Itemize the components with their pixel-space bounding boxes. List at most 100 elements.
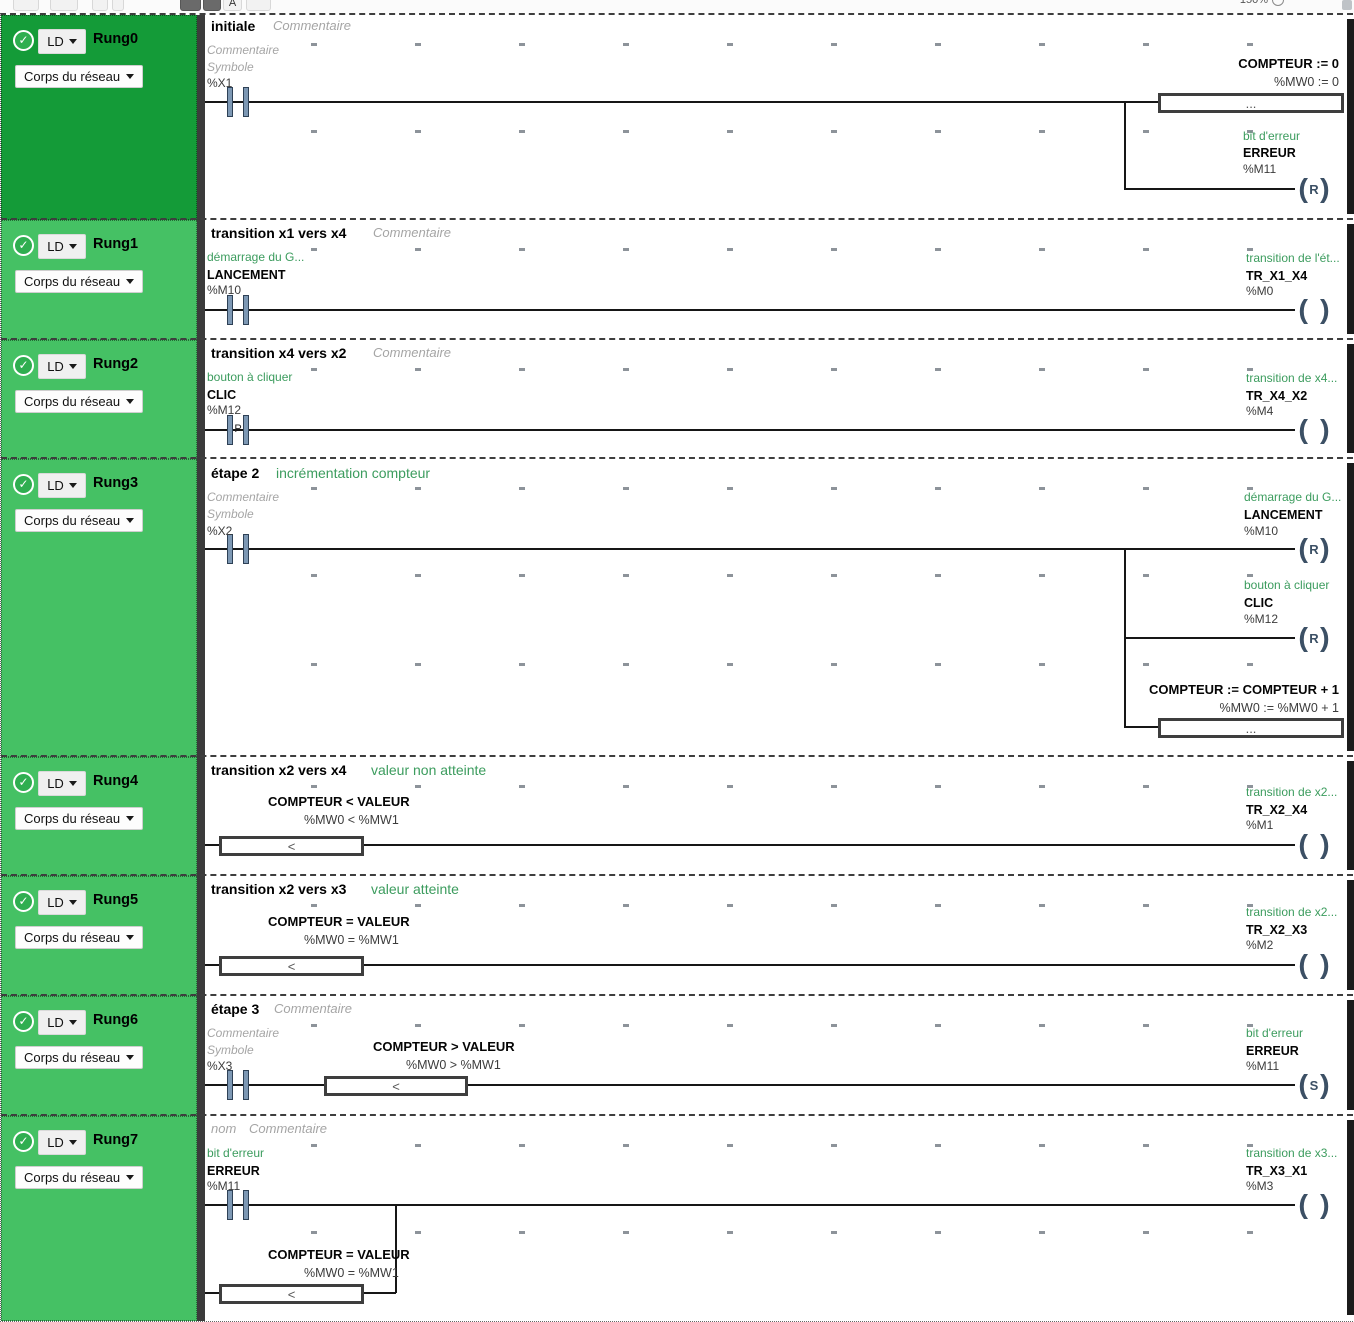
comparison-block[interactable]: < [324, 1076, 468, 1096]
coil[interactable]: () [1292, 293, 1336, 327]
grid-mark [519, 785, 525, 788]
network-body-dropdown[interactable]: Corps du réseau [15, 270, 143, 293]
network-body-dropdown[interactable]: Corps du réseau [15, 807, 143, 830]
rung-enabled-checkbox[interactable]: ✓ [13, 891, 34, 912]
contact-variant-label: P [234, 423, 242, 435]
operation-address-expression: %MW0 = %MW1 [304, 1266, 399, 1280]
grid-mark [727, 1144, 733, 1147]
language-dropdown[interactable]: LD [38, 473, 86, 498]
coil[interactable]: () [1292, 1188, 1336, 1222]
symbol-name: ERREUR [1246, 1044, 1299, 1058]
no-contact[interactable] [225, 87, 251, 117]
rising-edge-contact[interactable]: P [225, 415, 251, 445]
rung-header-panel[interactable]: ✓ LD Rung1 Corps du réseau [1, 220, 197, 340]
rung-enabled-checkbox[interactable]: ✓ [13, 474, 34, 495]
rung-header-panel[interactable]: ✓ LD Rung5 Corps du réseau [1, 876, 197, 996]
network-body-dropdown[interactable]: Corps du réseau [15, 390, 143, 413]
operation-block[interactable]: ... [1158, 93, 1344, 113]
rung-enabled-checkbox[interactable]: ✓ [13, 355, 34, 376]
network-body-dropdown-label: Corps du réseau [24, 394, 121, 409]
network-body-dropdown[interactable]: Corps du réseau [15, 1166, 143, 1189]
symbol-name: CLIC [1244, 596, 1274, 610]
network-body-dropdown[interactable]: Corps du réseau [15, 926, 143, 949]
toolbar-button[interactable] [203, 0, 221, 11]
grid-mark [935, 663, 941, 666]
rung-enabled-checkbox[interactable]: ✓ [13, 772, 34, 793]
coil[interactable]: () [1292, 413, 1336, 447]
language-dropdown[interactable]: LD [38, 234, 86, 259]
network-body-dropdown[interactable]: Corps du réseau [15, 1046, 143, 1069]
toolbar-button[interactable] [112, 0, 124, 11]
reset-coil[interactable]: (R) [1292, 621, 1336, 655]
toolbar-button[interactable] [180, 0, 201, 11]
no-contact[interactable] [225, 1190, 251, 1220]
no-contact[interactable] [225, 534, 251, 564]
rung-title: transition x2 vers x4 [211, 762, 347, 778]
comparison-block[interactable]: < [219, 1284, 364, 1304]
toolbar-button[interactable] [13, 0, 39, 11]
toolbar-button[interactable] [50, 0, 78, 11]
rung-header-panel[interactable]: ✓ LD Rung0 Corps du réseau [1, 15, 197, 220]
grid-mark [1247, 904, 1253, 907]
language-dropdown[interactable]: LD [38, 354, 86, 379]
wire [205, 101, 1161, 103]
left-power-rail [197, 15, 205, 220]
rung-enabled-checkbox[interactable]: ✓ [13, 235, 34, 256]
rung-enabled-checkbox[interactable]: ✓ [13, 30, 34, 51]
scrollbar-thumb[interactable] [1342, 0, 1352, 10]
comparison-block[interactable]: < [219, 956, 364, 976]
grid-mark [1143, 487, 1149, 490]
language-dropdown[interactable]: LD [38, 1130, 86, 1155]
wire [205, 1204, 1295, 1206]
language-dropdown[interactable]: LD [38, 29, 86, 54]
grid-mark [311, 248, 317, 251]
set-coil[interactable]: (S) [1292, 1068, 1336, 1102]
coil[interactable]: () [1292, 828, 1336, 862]
language-dropdown[interactable]: LD [38, 890, 86, 915]
no-contact[interactable] [225, 1070, 251, 1100]
grid-mark [727, 487, 733, 490]
zoom-level-label: 150% [1239, 0, 1268, 6]
reset-coil[interactable]: (R) [1292, 532, 1336, 566]
contact-bar [227, 295, 233, 325]
grid-mark [1039, 1231, 1045, 1234]
grid-mark [519, 904, 525, 907]
rung-enabled-checkbox[interactable]: ✓ [13, 1011, 34, 1032]
grid-mark [935, 785, 941, 788]
grid-mark [1143, 663, 1149, 666]
language-dropdown[interactable]: LD [38, 771, 86, 796]
network-body-dropdown[interactable]: Corps du réseau [15, 509, 143, 532]
grid-mark [415, 1231, 421, 1234]
no-contact[interactable] [225, 295, 251, 325]
coil[interactable]: () [1292, 948, 1336, 982]
operation-address-expression: %MW0 := %MW0 + 1 [1219, 701, 1339, 715]
network-body-dropdown-label: Corps du réseau [24, 69, 121, 84]
comparison-block[interactable]: < [219, 836, 364, 856]
operation-block[interactable]: ... [1158, 718, 1344, 738]
toolbar-button[interactable] [92, 0, 108, 11]
rung-header-panel[interactable]: ✓ LD Rung6 Corps du réseau [1, 996, 197, 1116]
rung-label: Rung4 [93, 773, 139, 789]
grid-mark [727, 130, 733, 133]
symbol-comment: transition de l'ét... [1246, 251, 1340, 265]
grid-mark [311, 1024, 317, 1027]
rung-header-panel[interactable]: ✓ LD Rung2 Corps du réseau [1, 340, 197, 459]
network-body-dropdown-label: Corps du réseau [24, 1050, 121, 1065]
rung-title-comment: valeur non atteinte [371, 762, 487, 778]
grid-mark [1039, 43, 1045, 46]
operand-address: %X2 [207, 524, 233, 538]
network-body-dropdown[interactable]: Corps du réseau [15, 65, 143, 88]
rung-header-panel[interactable]: ✓ LD Rung4 Corps du réseau [1, 757, 197, 876]
grid-mark [519, 1024, 525, 1027]
toolbar-button[interactable] [246, 0, 271, 11]
rung-header-panel[interactable]: ✓ LD Rung3 Corps du réseau [1, 459, 197, 757]
toolbar-button[interactable]: A [223, 0, 242, 11]
contact-bar [243, 1070, 249, 1100]
comment-placeholder: Commentaire [273, 18, 352, 33]
reset-coil[interactable]: (R) [1292, 172, 1336, 206]
operand-address: %M10 [1244, 524, 1279, 538]
rung-header-panel[interactable]: ✓ LD Rung7 Corps du réseau [1, 1116, 197, 1321]
language-dropdown[interactable]: LD [38, 1010, 86, 1035]
rung-enabled-checkbox[interactable]: ✓ [13, 1131, 34, 1152]
